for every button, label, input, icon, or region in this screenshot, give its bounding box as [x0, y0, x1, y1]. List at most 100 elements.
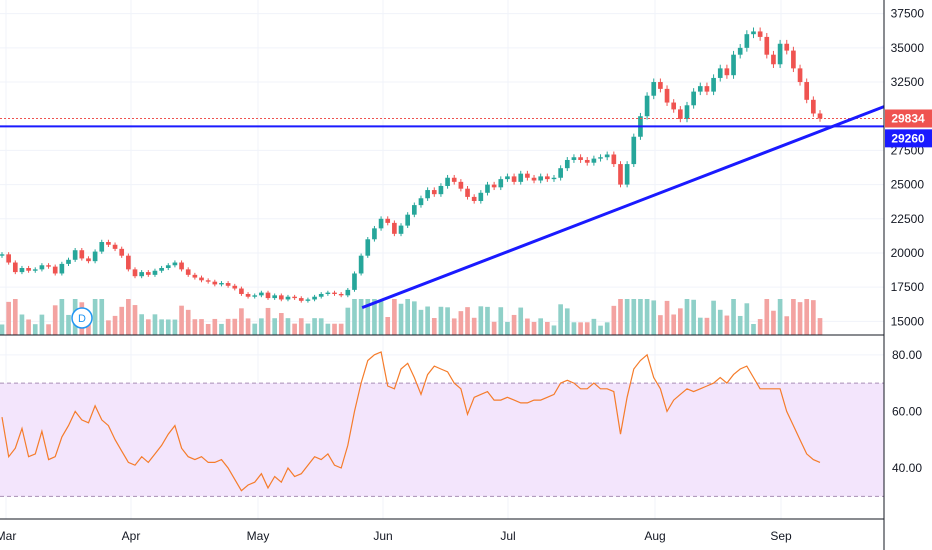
candle-body	[332, 292, 337, 294]
rsi-band	[0, 383, 884, 497]
volume-bar	[744, 303, 750, 335]
rsi-tick-label: 80.00	[892, 348, 922, 362]
volume-bar	[126, 299, 131, 335]
volume-bar	[511, 314, 517, 335]
volume-bar	[252, 323, 258, 335]
candle-body	[691, 91, 696, 106]
volume-bar	[465, 307, 470, 335]
dividend-marker[interactable]: D	[71, 307, 93, 329]
time-axis[interactable]: Mar Apr May Jun Jul Aug Sep	[0, 529, 792, 543]
candle-body	[644, 95, 650, 117]
volume-bar	[86, 319, 91, 335]
volume-bar	[0, 324, 5, 335]
volume-bar	[438, 306, 444, 335]
candle-body	[239, 288, 244, 294]
volume-bar	[199, 319, 204, 335]
price-axis[interactable]: 1500017500200002250025000275003250035000…	[891, 7, 925, 329]
candle-body	[764, 36, 770, 55]
volume-bar	[584, 322, 590, 335]
volume-bar	[46, 324, 51, 335]
volume-bar	[278, 313, 284, 335]
candle-body	[458, 181, 464, 189]
candle-body	[338, 293, 344, 296]
volume-bar	[385, 317, 391, 335]
volume-bar	[638, 299, 643, 335]
last-price-tag: 29834	[885, 109, 932, 128]
candle-body	[39, 265, 45, 270]
volume-bar	[179, 305, 184, 335]
candle-body	[285, 296, 291, 300]
candle-body	[212, 281, 218, 285]
volume-bar	[219, 323, 224, 335]
candle-body	[106, 242, 111, 245]
rsi-panel	[0, 351, 884, 497]
volume-bar	[239, 308, 244, 335]
candle-body	[252, 295, 258, 297]
candle-body	[478, 192, 484, 201]
candle-body	[651, 82, 657, 96]
volume-bar	[172, 319, 178, 335]
candle-body	[126, 255, 131, 270]
volume-bar	[32, 324, 38, 335]
candle-body	[52, 266, 58, 274]
volume-bar	[518, 307, 524, 335]
candle-body	[405, 214, 411, 226]
volume-bar	[471, 317, 477, 335]
candle-body	[418, 198, 424, 206]
volume-bar	[545, 321, 550, 335]
candle-body	[79, 250, 85, 259]
time-tick-label: Sep	[770, 529, 792, 543]
candle-body	[245, 293, 251, 297]
time-tick-label: Jun	[373, 529, 392, 543]
candle-body	[471, 196, 477, 201]
volume-bar	[365, 299, 371, 335]
candle-body	[112, 244, 118, 249]
volume-bar	[644, 299, 650, 335]
volume-bar	[751, 324, 756, 335]
volume-bar	[99, 299, 105, 335]
volume-bar	[139, 314, 144, 335]
candle-body	[518, 173, 524, 182]
volume-bar	[378, 300, 384, 335]
candle-body	[711, 77, 716, 92]
candle-body	[72, 250, 78, 260]
volume-bar	[651, 300, 657, 335]
volume-bar	[352, 299, 357, 335]
rsi-tick-label: 40.00	[892, 461, 922, 475]
volume-bar	[671, 314, 677, 335]
volume-bar	[265, 307, 271, 335]
volume-bar	[724, 315, 730, 335]
candle-body	[165, 265, 171, 268]
trendline[interactable]	[361, 105, 885, 310]
candle-body	[398, 225, 404, 234]
volume-bar	[431, 318, 437, 335]
price-tick-label: 32500	[891, 75, 925, 89]
candle-body	[571, 157, 577, 160]
volume-bar	[411, 301, 417, 335]
candle-body	[185, 269, 191, 275]
volume-bar	[159, 319, 164, 335]
volume-bar	[185, 309, 191, 335]
volume-bar	[558, 304, 563, 335]
candle-body	[365, 239, 371, 256]
candle-body	[771, 54, 776, 65]
candle-body	[145, 272, 151, 275]
candle-body	[278, 295, 284, 300]
volume-bar	[691, 299, 696, 335]
volume-bar	[245, 318, 251, 335]
candle-body	[292, 296, 297, 299]
volume-bar	[212, 318, 218, 335]
candle-body	[0, 254, 5, 256]
candle-body	[26, 268, 31, 271]
price-tick-label: 17500	[891, 280, 925, 294]
volume-bar	[358, 299, 364, 335]
candle-body	[811, 99, 816, 114]
candle-body	[498, 179, 504, 188]
rsi-axis[interactable]: 40.00 60.00 80.00	[892, 348, 922, 475]
volume-bar	[704, 317, 710, 335]
candle-body	[624, 164, 630, 185]
candle-body	[119, 248, 125, 256]
volume-bar	[192, 319, 198, 335]
candle-body	[697, 86, 703, 92]
